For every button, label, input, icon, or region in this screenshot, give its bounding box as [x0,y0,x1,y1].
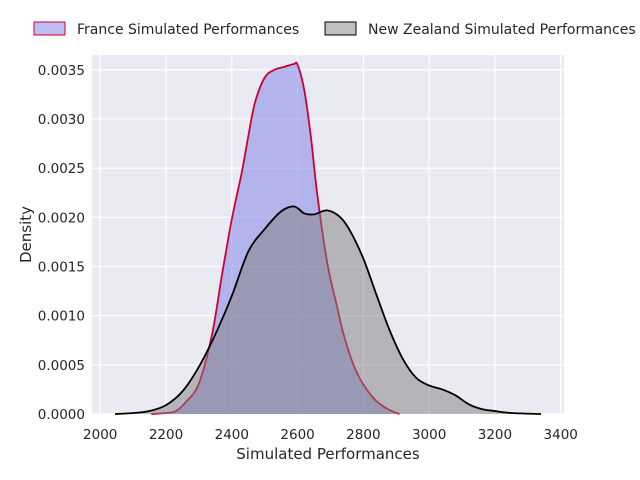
series-layer [114,61,542,415]
x-tick-label: 3000 [412,427,446,443]
legend: France Simulated Performances New Zealand… [33,21,636,38]
x-tick-label: 2800 [346,427,380,443]
y-tick-label: 0.0025 [38,161,85,177]
x-tick-label: 3400 [544,427,578,443]
x-tick-label: 2000 [83,427,117,443]
series-1-line [114,205,542,415]
y-axis-ticks: 0.0000 0.0005 0.0010 0.0015 0.0020 0.0025 0.00… [38,63,85,423]
x-tick-label: 2200 [149,427,183,443]
y-tick-label: 0.0005 [38,358,85,374]
x-axis-label: Simulated Performances [236,445,420,463]
y-tick-label: 0.0035 [38,63,85,79]
x-axis-ticks: 2000 2200 2400 2600 2800 3000 3200 3400 [83,427,578,443]
x-tick-label: 2600 [280,427,314,443]
y-axis-label: Density [17,206,35,263]
legend-swatch-1 [324,21,357,36]
y-tick-label: 0.0020 [38,210,85,226]
legend-label-1: New Zealand Simulated Performances [368,22,636,38]
y-tick-label: 0.0030 [38,112,85,128]
y-tick-label: 0.0010 [38,309,85,325]
legend-label-0: France Simulated Performances [77,22,299,38]
legend-swatch-0 [33,21,66,36]
x-tick-label: 3200 [478,427,512,443]
y-tick-label: 0.0000 [38,407,85,423]
x-tick-label: 2400 [215,427,249,443]
series-1-area [115,206,541,414]
y-tick-label: 0.0015 [38,259,85,275]
